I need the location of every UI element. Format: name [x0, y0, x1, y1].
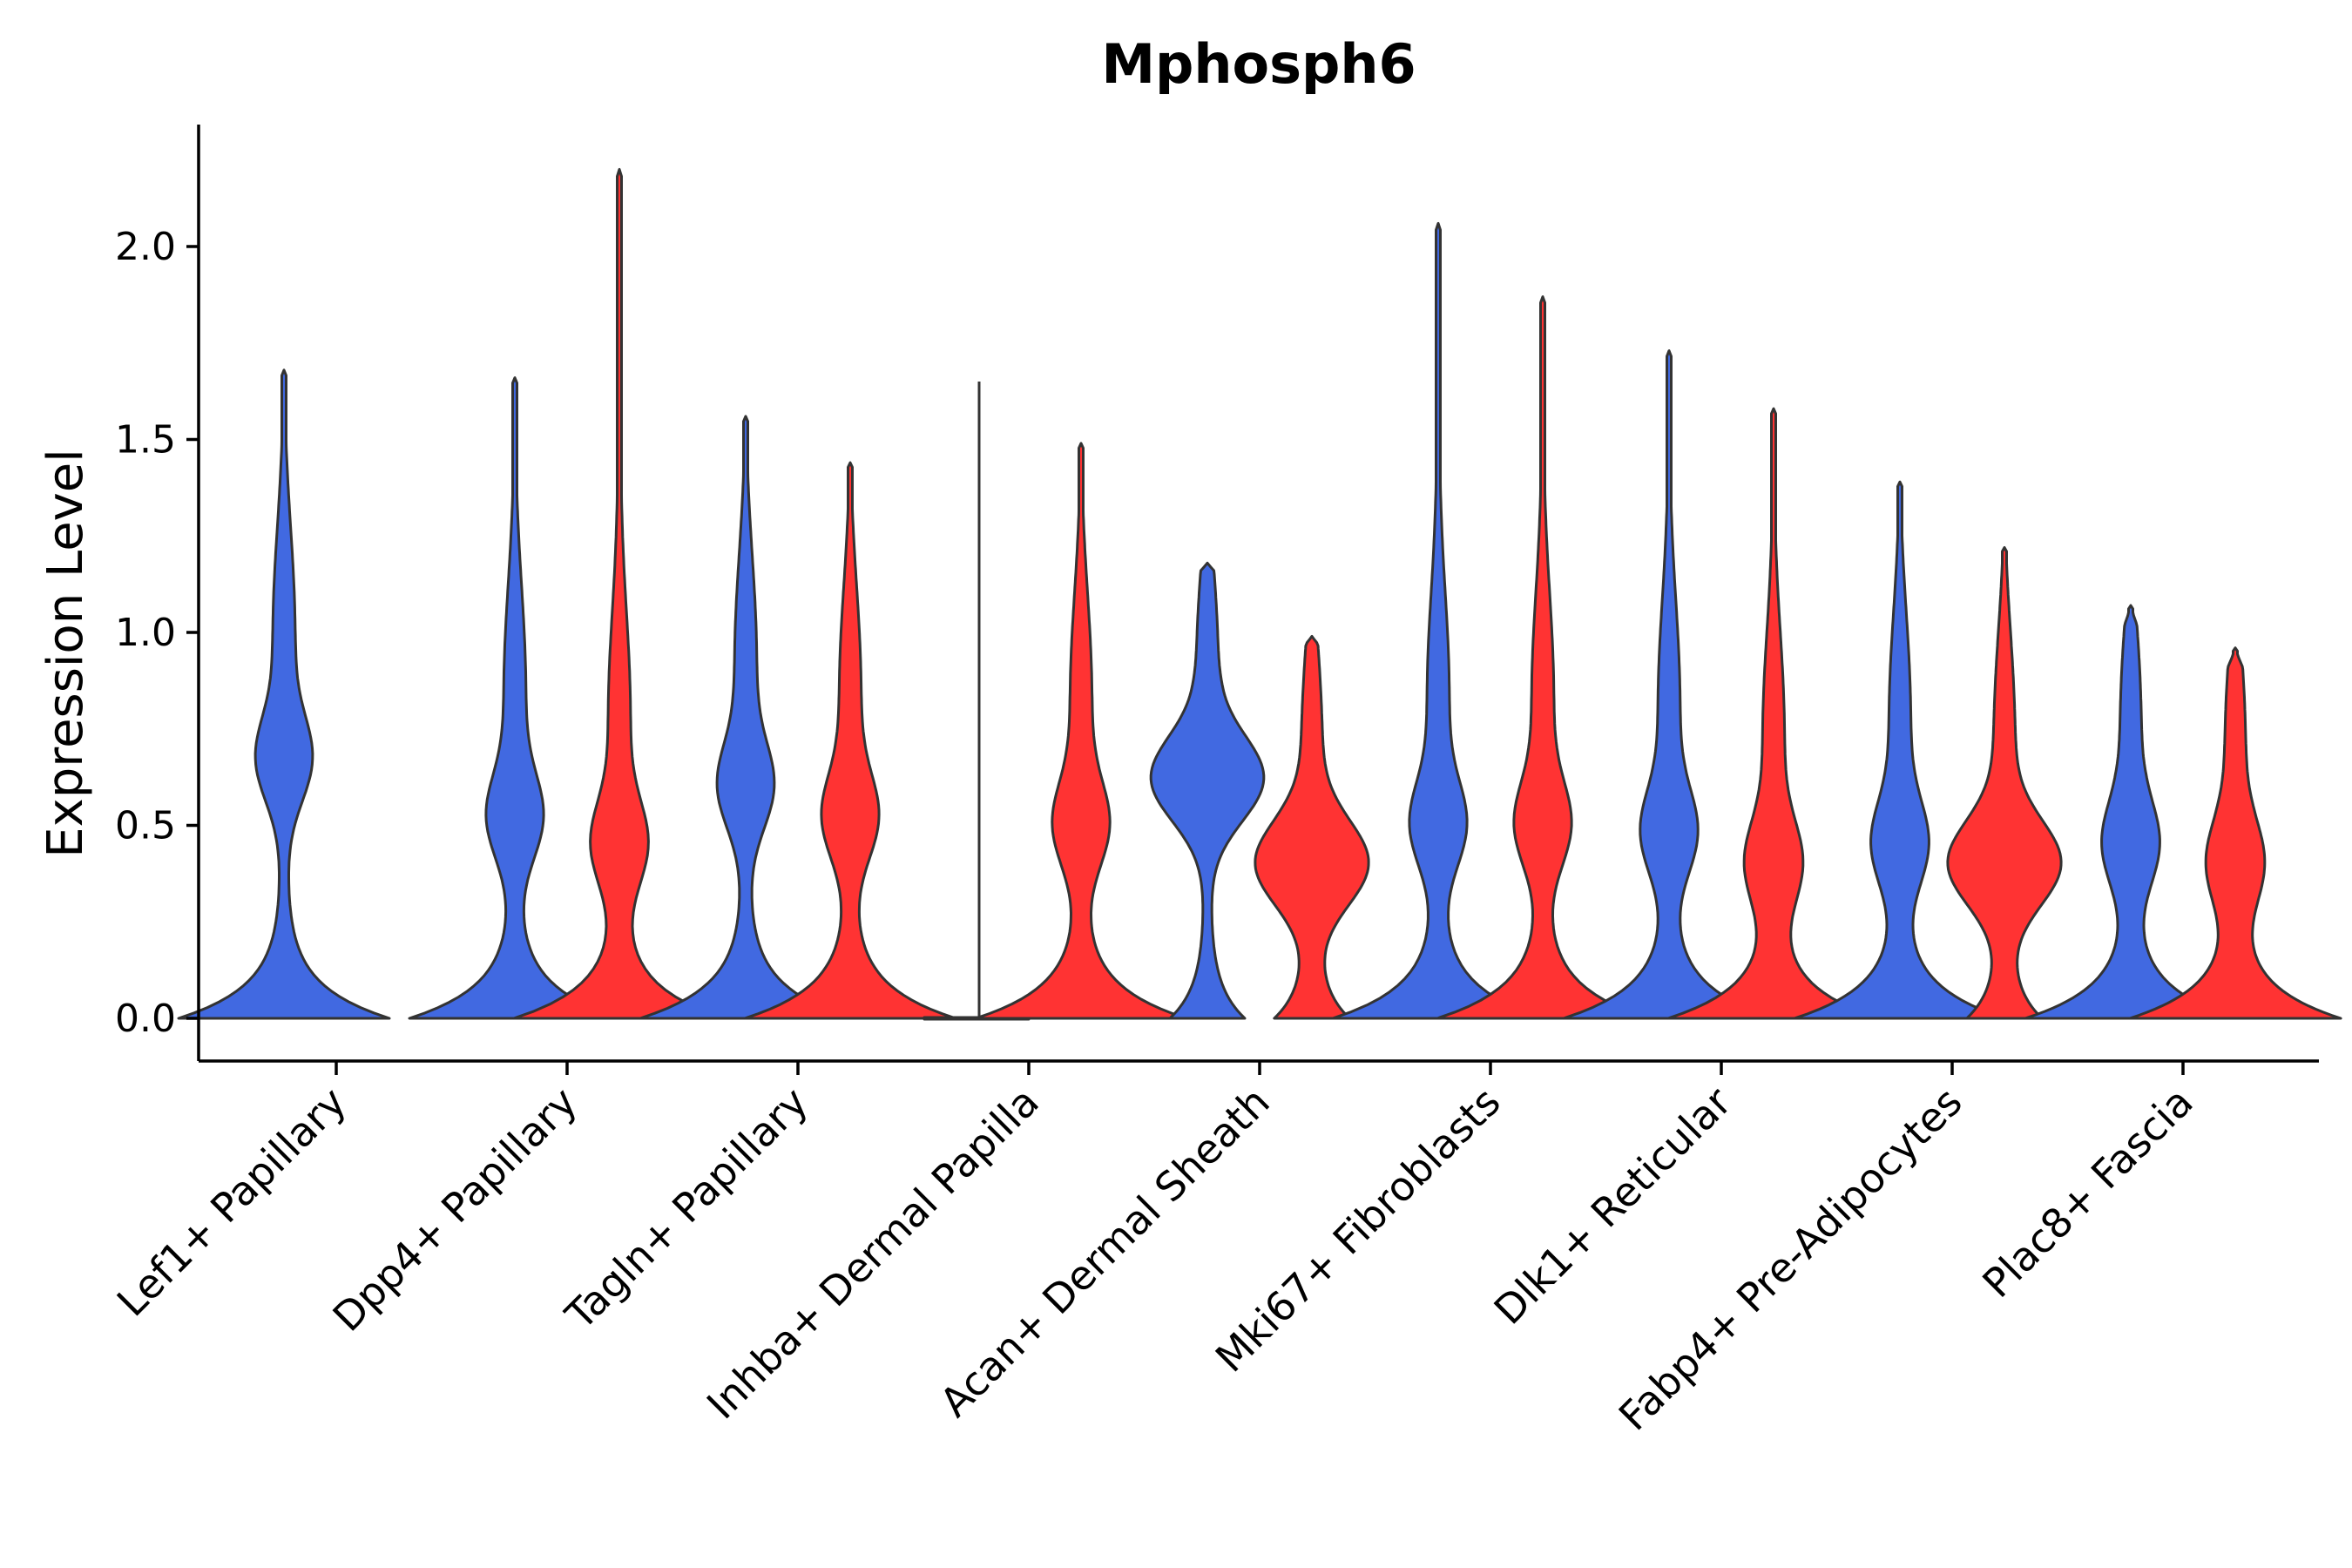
violin-dpp4-papillary-red — [512, 167, 727, 1020]
violin-plac8-fascia-red — [2128, 646, 2342, 1020]
violin-mki67-fibroblasts-red — [1436, 295, 1650, 1020]
x-tick-label-plac8-fascia: Plac8+ Fascia — [1973, 1078, 2201, 1307]
violin-plac8-fascia-blue — [2024, 604, 2238, 1020]
x-tick-label-tagln-papillary: Tagln+ Papillary — [556, 1078, 817, 1340]
violin-acan-dermal-sheath-blue — [1149, 561, 1266, 1020]
violin-dpp4-papillary-blue — [408, 376, 622, 1020]
y-tick-label: 2.0 — [115, 225, 176, 269]
violin-acan-dermal-sheath-red — [1254, 634, 1370, 1020]
chart-title: Mphosph6 — [1101, 32, 1416, 96]
violin-fabp4-pre-adipocytes-blue — [1793, 480, 2007, 1020]
x-tick-label-lef1-papillary: Lef1+ Papillary — [108, 1078, 355, 1326]
x-tick-label-dpp4-papillary: Dpp4+ Papillary — [324, 1078, 586, 1341]
y-axis-label: Expression Level — [37, 449, 94, 858]
violin-tagln-papillary-red — [743, 461, 957, 1020]
violin-dlk1-reticular-blue — [1562, 349, 1776, 1020]
violin-dlk1-reticular-red — [1666, 407, 1881, 1020]
y-tick-label: 1.5 — [115, 418, 176, 463]
violins-layer — [177, 167, 2342, 1021]
violin-fabp4-pre-adipocytes-red — [1946, 546, 2063, 1020]
y-tick-label: 0.0 — [115, 997, 176, 1041]
violin-mki67-fibroblasts-blue — [1331, 221, 1545, 1020]
violin-lef1-papillary-blue — [177, 368, 391, 1020]
violin-inhba-dermal-papilla-red — [974, 442, 1188, 1020]
violin-tagln-papillary-blue — [639, 415, 853, 1020]
y-ticks: 0.0 0.5 1.0 1.5 2.0 — [115, 225, 199, 1041]
y-tick-label: 1.0 — [115, 611, 176, 655]
x-tick-label-dlk1-reticular: Dlk1+ Reticular — [1485, 1078, 1740, 1334]
y-tick-label: 0.5 — [115, 804, 176, 848]
